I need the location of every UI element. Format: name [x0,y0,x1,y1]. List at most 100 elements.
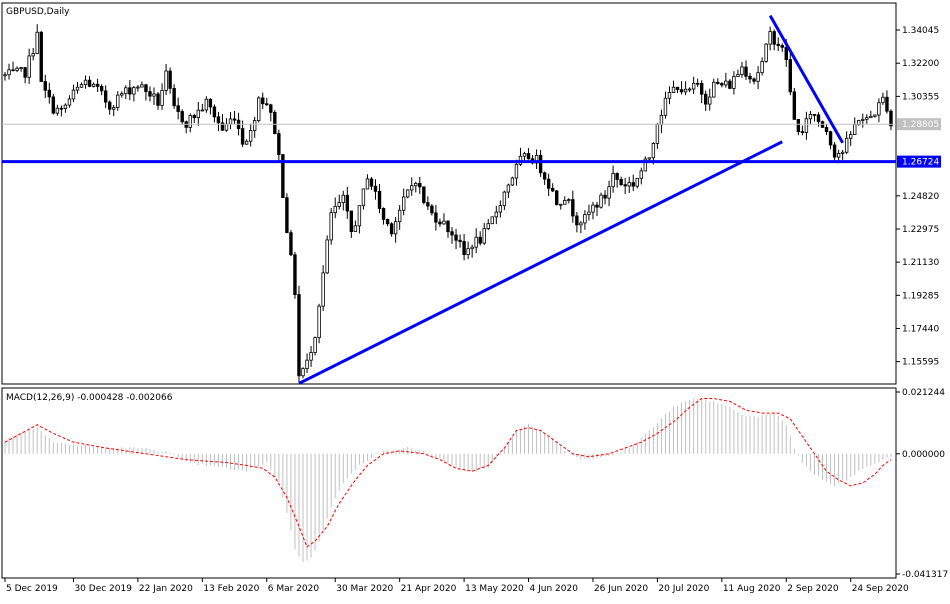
candle [559,203,563,210]
macd-panel [4,398,892,562]
candle [498,200,503,218]
level-label: 1.26724 [902,158,939,168]
candle-body [555,190,559,205]
price-tick-label: 1.22975 [902,225,939,235]
candle [587,204,591,221]
candle [772,29,776,51]
candle-body [836,153,841,158]
candle-body [373,185,378,192]
candle [35,24,39,55]
candle [728,79,732,90]
candle [756,66,760,90]
candle [655,122,660,149]
candle [462,233,466,261]
candle [418,176,422,194]
candle-body [385,219,390,225]
candle [293,251,297,299]
candle [788,51,792,96]
candle [780,43,784,52]
candle-body [116,94,120,108]
macd-signal-line [4,398,892,548]
candle [224,118,229,132]
candle [204,96,209,113]
candle-body [760,61,764,74]
candle [369,176,374,191]
price-tick-label: 1.30355 [902,92,939,102]
candle-body [269,104,273,113]
candle-body [474,236,478,248]
candle-body [563,200,567,205]
candle [639,167,643,185]
candle [526,148,531,160]
candle [704,90,708,111]
candle-body [261,97,265,105]
candle [691,76,696,95]
candle-body [804,118,809,133]
candle-body [619,179,623,186]
time-tick-label: 30 Mar 2020 [336,584,393,594]
candle [59,105,64,117]
candle-body [744,66,748,77]
candle-body [11,69,15,72]
candle-body [514,163,519,179]
candle [877,98,881,123]
candle-body [438,221,442,225]
candle-body [361,188,366,207]
candle-body [132,87,136,95]
candle-body [671,86,676,93]
candle-body [95,83,100,87]
candle [679,81,684,95]
candle-body [699,83,704,95]
candle-body [345,194,350,212]
candle [881,92,885,105]
candle [196,101,201,126]
candle [699,80,704,104]
candle [849,130,853,146]
candle-body [559,203,563,206]
candle-body [865,117,869,120]
candle-body [349,210,354,233]
candle [800,125,805,136]
candle-body [120,93,124,96]
candle-body [43,81,47,91]
time-tick-label: 5 Dec 2019 [6,584,58,594]
candle-body [575,215,579,226]
candle-body [603,194,607,199]
candle [410,177,414,196]
time-tick-label: 13 Feb 2020 [203,584,259,594]
candle [494,205,499,225]
candle-body [353,225,358,233]
candle-body [406,189,410,198]
candle [116,91,120,111]
candle-body [695,82,700,85]
macd-tick-label: -0.041317 [902,570,948,580]
candle [518,147,523,167]
candle-body [796,118,801,132]
candle-body [683,88,688,93]
time-tick-label: 26 Jun 2020 [594,584,648,594]
candle [844,131,849,155]
candle [3,72,7,81]
candle-body [728,80,732,89]
candle [466,241,470,260]
candle-body [812,113,817,116]
candle-body [708,96,712,105]
candle [840,149,845,160]
candle-body [780,45,784,48]
candle-body [482,228,486,244]
candle-body [869,115,873,119]
candle-body [369,178,374,187]
candle-body [873,114,877,117]
candle-body [546,178,551,189]
candle-body [639,170,643,179]
candle-body [591,204,595,213]
candle [252,116,257,138]
candle [486,219,490,231]
candle-body [277,133,281,156]
candle [353,220,358,233]
candle [216,111,221,132]
candle-body [675,86,680,91]
candle-body [567,199,571,202]
candle-body [768,31,772,45]
candle [583,210,587,230]
